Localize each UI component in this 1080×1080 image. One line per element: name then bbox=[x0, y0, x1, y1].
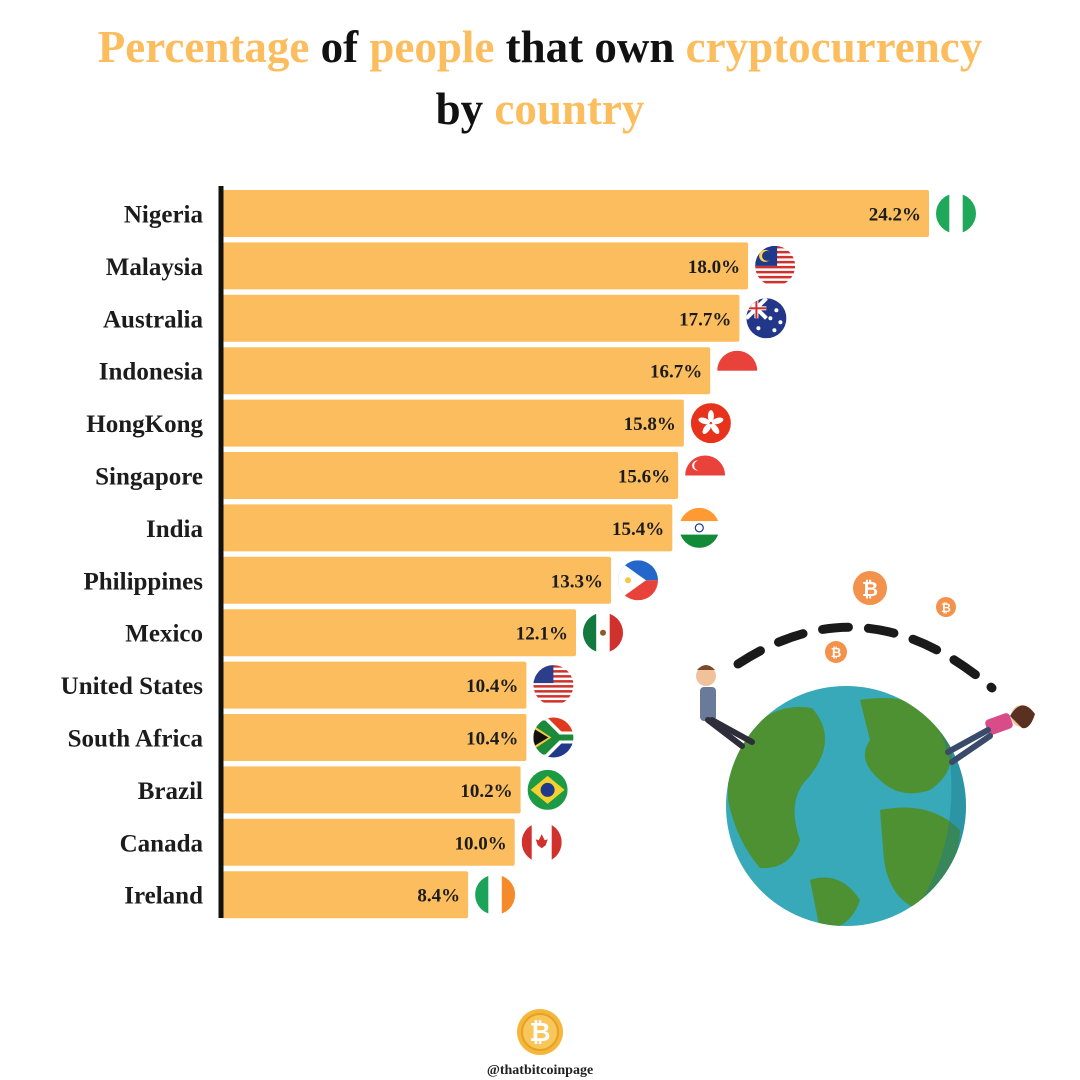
united-states-flag-icon bbox=[533, 665, 574, 703]
hongkong-flag-icon bbox=[690, 403, 731, 444]
value-label: 16.7% bbox=[650, 362, 702, 383]
south-africa-flag-icon bbox=[533, 717, 574, 758]
bar-philippines bbox=[223, 556, 611, 604]
footer-handle: @thatbitcoinpage bbox=[486, 1063, 594, 1078]
chart-title: Percentage of people that own cryptocurr… bbox=[0, 16, 1080, 140]
philippines-flag-icon bbox=[618, 560, 658, 601]
singapore-flag-icon bbox=[685, 455, 726, 476]
bar-australia bbox=[223, 294, 740, 342]
svg-text:₿: ₿ bbox=[862, 577, 878, 601]
australia-flag-icon bbox=[746, 298, 787, 339]
bars: Nigeria 24.2% Malaysia 18.0% Australia 17.7% I… bbox=[61, 190, 929, 919]
title-line-2-segment: country bbox=[494, 84, 645, 134]
bitcoin-coin-icon: ₿ bbox=[825, 641, 847, 663]
category-label: South Africa bbox=[68, 726, 204, 753]
bar-malaysia bbox=[223, 242, 749, 290]
svg-text:₿: ₿ bbox=[831, 646, 842, 661]
value-label: 12.1% bbox=[516, 624, 568, 645]
value-label: 10.4% bbox=[466, 729, 518, 750]
ireland-flag-icon bbox=[475, 874, 516, 915]
bar-hongkong bbox=[223, 399, 684, 447]
category-label: HongKong bbox=[86, 411, 203, 438]
malaysia-flag-icon bbox=[755, 245, 796, 284]
value-label: 13.3% bbox=[551, 571, 603, 592]
category-label: United States bbox=[61, 673, 204, 700]
value-label: 8.4% bbox=[417, 886, 460, 907]
bar-canada bbox=[223, 818, 515, 866]
value-label: 24.2% bbox=[869, 205, 921, 226]
bar-india bbox=[223, 504, 673, 552]
value-label: 10.4% bbox=[466, 676, 518, 697]
title-line-1: Percentage of people that own cryptocurr… bbox=[0, 16, 1080, 78]
bar-singapore bbox=[223, 452, 679, 499]
footer: ₿ @thatbitcoinpage bbox=[440, 1008, 640, 1079]
category-label: India bbox=[146, 516, 203, 543]
category-label: Malaysia bbox=[106, 254, 204, 281]
bitcoin-logo-icon: ₿ bbox=[517, 1009, 563, 1055]
title-line-1-segment: of bbox=[309, 22, 370, 72]
value-label: 10.2% bbox=[460, 781, 512, 802]
bar-chart: Nigeria 24.2% Malaysia 18.0% Australia 17.7% I… bbox=[61, 186, 1035, 926]
category-label: Singapore bbox=[95, 464, 203, 491]
india-flag-icon bbox=[679, 507, 720, 548]
value-label: 15.8% bbox=[624, 414, 676, 435]
bar-mexico bbox=[223, 609, 576, 657]
bar-united-states bbox=[223, 661, 527, 709]
title-line-2: by country bbox=[0, 78, 1080, 140]
category-label: Canada bbox=[120, 830, 204, 857]
bar-nigeria bbox=[223, 190, 929, 237]
category-label: Brazil bbox=[138, 778, 203, 805]
category-label: Philippines bbox=[84, 568, 204, 595]
category-label: Mexico bbox=[125, 621, 203, 648]
man-figure bbox=[696, 665, 755, 749]
dashed-arc bbox=[733, 622, 997, 693]
bitcoin-coin-icon: ₿ bbox=[853, 571, 887, 605]
title-line-2-segment: by bbox=[435, 84, 495, 134]
flags bbox=[475, 193, 976, 915]
mexico-flag-icon bbox=[583, 612, 623, 653]
bar-ireland bbox=[223, 871, 469, 919]
title-line-1-segment: people bbox=[369, 22, 495, 72]
value-label: 15.4% bbox=[612, 519, 664, 540]
value-label: 18.0% bbox=[688, 257, 740, 278]
bar-indonesia bbox=[223, 347, 711, 395]
category-label: Ireland bbox=[124, 883, 203, 910]
globe-with-people-icon: ₿ ₿ ₿ bbox=[696, 571, 1035, 926]
category-label: Nigeria bbox=[124, 202, 204, 229]
brazil-flag-icon bbox=[527, 769, 568, 810]
value-label: 15.6% bbox=[618, 467, 670, 488]
svg-text:₿: ₿ bbox=[941, 601, 951, 615]
value-label: 17.7% bbox=[679, 309, 731, 330]
category-label: Australia bbox=[103, 306, 204, 333]
title-line-1-segment: that own bbox=[494, 22, 686, 72]
bar-brazil bbox=[223, 766, 521, 814]
bitcoin-coin-icon: ₿ bbox=[936, 597, 956, 617]
nigeria-flag-icon bbox=[936, 193, 976, 234]
svg-text:₿: ₿ bbox=[529, 1018, 550, 1048]
category-label: Indonesia bbox=[99, 359, 204, 386]
bar-south-africa bbox=[223, 714, 527, 761]
title-line-1-segment: cryptocurrency bbox=[685, 22, 983, 72]
title-line-1-segment: Percentage bbox=[97, 22, 310, 72]
value-label: 10.0% bbox=[454, 833, 506, 854]
woman-figure bbox=[945, 705, 1035, 765]
indonesia-flag-icon bbox=[717, 350, 758, 371]
canada-flag-icon bbox=[521, 822, 562, 863]
